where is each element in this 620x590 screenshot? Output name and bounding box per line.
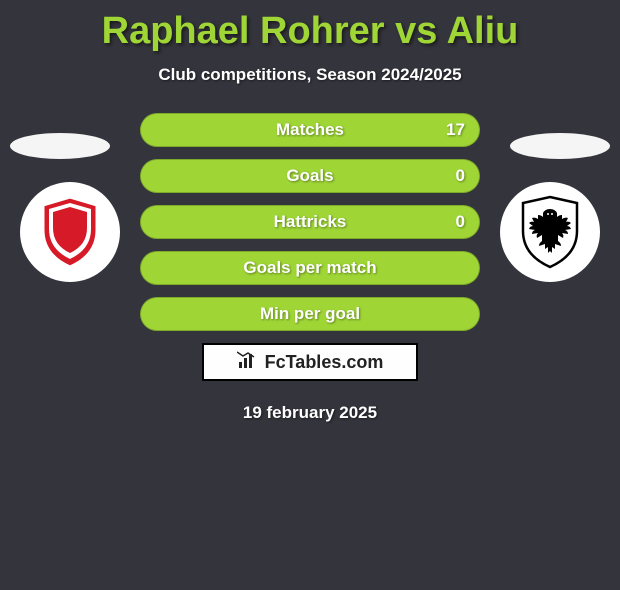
stat-row: Matches 17 [140,113,480,147]
stat-label: Min per goal [260,304,360,324]
stat-row: Hattricks 0 [140,205,480,239]
stats-container: Matches 17 Goals 0 Hattricks 0 Goals per… [140,113,480,331]
page-subtitle: Club competitions, Season 2024/2025 [0,65,620,85]
club-badge-left [20,182,120,282]
brand-text: FcTables.com [265,352,384,373]
player-ellipse-right [510,133,610,159]
stat-value: 17 [446,120,465,140]
stat-row: Goals 0 [140,159,480,193]
brand-box: FcTables.com [202,343,418,381]
date-text: 19 february 2025 [0,403,620,423]
stat-label: Goals [286,166,333,186]
stat-value: 0 [456,166,465,186]
stat-value: 0 [456,212,465,232]
bar-chart-icon [237,350,259,375]
eagle-shield-icon [519,195,581,269]
stat-label: Hattricks [274,212,347,232]
stat-label: Matches [276,120,344,140]
player-ellipse-left [10,133,110,159]
stat-row: Min per goal [140,297,480,331]
club-badge-right [500,182,600,282]
stat-label: Goals per match [243,258,376,278]
shield-icon [39,195,101,269]
page-title: Raphael Rohrer vs Aliu [0,10,620,53]
stat-row: Goals per match [140,251,480,285]
